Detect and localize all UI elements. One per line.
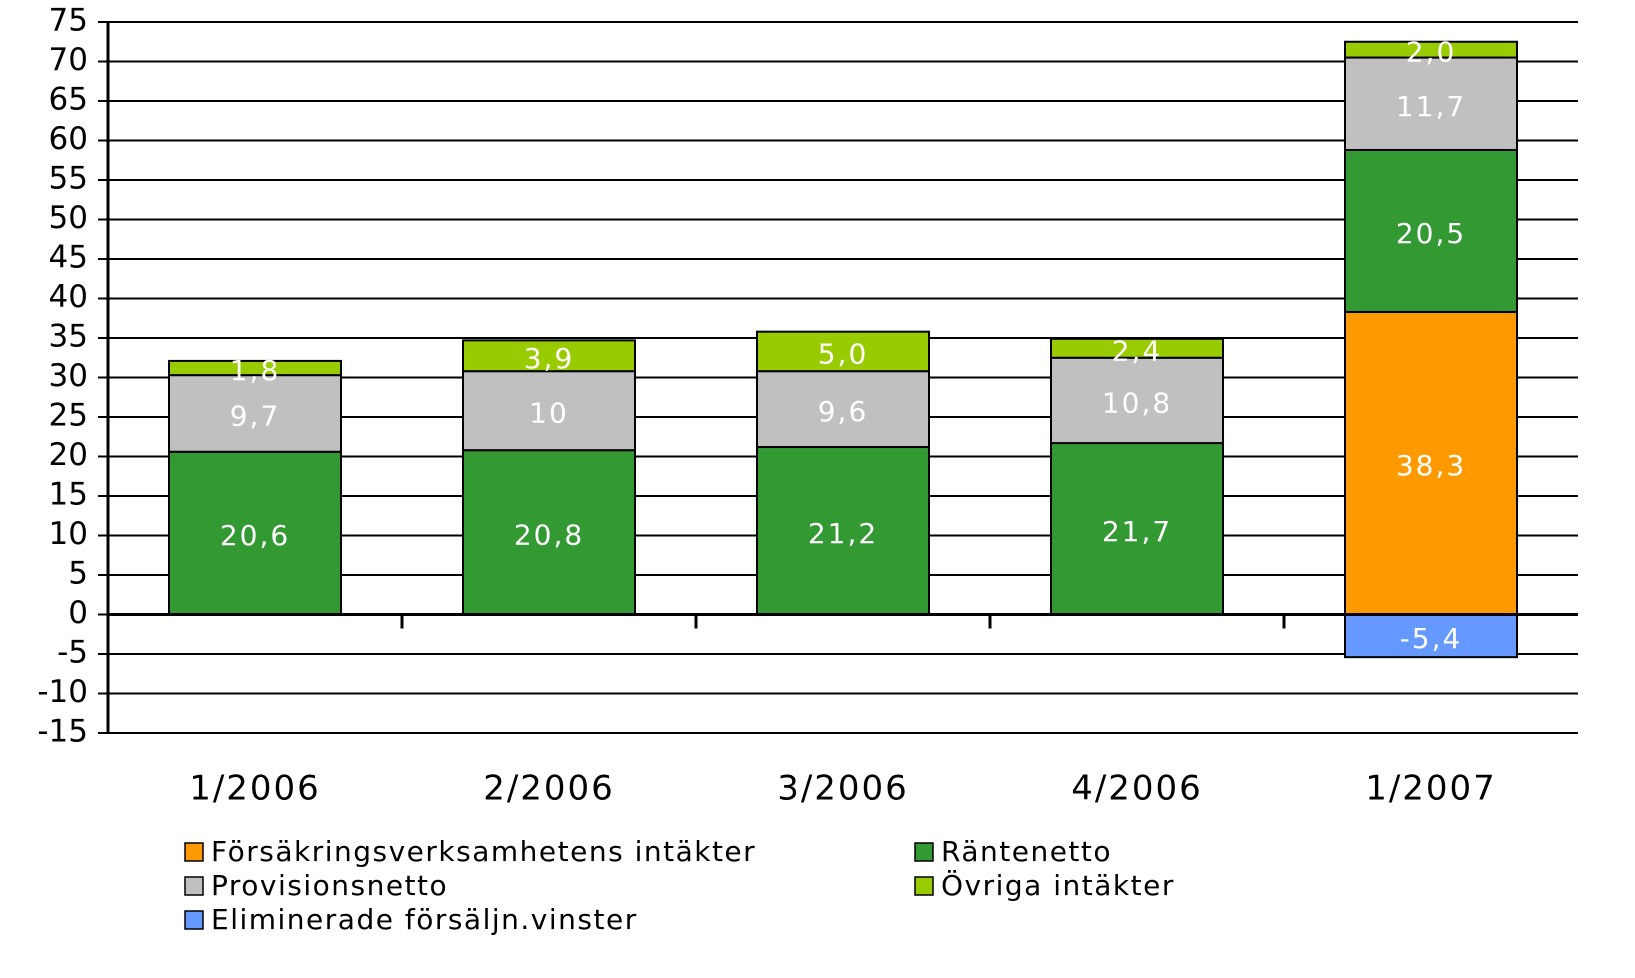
value-label: 9,7 <box>230 399 281 432</box>
value-label: -5,4 <box>1400 622 1463 655</box>
y-tick-label: -10 <box>37 674 88 710</box>
value-label: 21,2 <box>808 517 878 550</box>
y-tick-label: 20 <box>49 437 88 473</box>
value-label: 11,7 <box>1396 90 1466 123</box>
bar-segment <box>1344 148 1518 313</box>
value-label: 2,0 <box>1406 36 1457 69</box>
bar-segment <box>756 446 930 616</box>
y-tick-label: 70 <box>49 42 88 78</box>
value-label: 10 <box>529 397 569 430</box>
bar-segment <box>1050 337 1224 359</box>
y-tick-label: 55 <box>49 161 88 197</box>
bar-segment <box>1344 56 1518 151</box>
bar-segment <box>756 330 930 373</box>
y-tick-label: -5 <box>57 635 88 671</box>
y-tick-label: 60 <box>49 121 88 157</box>
legend-swatch <box>184 842 204 862</box>
value-label: 5,0 <box>818 337 869 370</box>
value-label: 21,7 <box>1102 515 1172 548</box>
value-label: 20,6 <box>220 519 290 552</box>
legend-label: Övriga intäkter <box>941 868 1175 902</box>
legend-label: Eliminerade försäljn.vinster <box>211 903 638 936</box>
value-label: 20,8 <box>514 518 584 551</box>
y-tick-label: 5 <box>68 556 88 592</box>
legend-swatch <box>184 910 204 930</box>
y-tick-label: 65 <box>49 82 88 118</box>
y-tick-label: 0 <box>68 595 88 631</box>
value-label: 9,6 <box>818 395 869 428</box>
y-tick-label: 25 <box>49 398 88 434</box>
y-tick-label: 40 <box>49 279 88 315</box>
legend-label: Försäkringsverksamhetens intäkter <box>211 835 756 868</box>
bar-segment <box>1050 356 1224 445</box>
y-tick-label: 30 <box>49 358 88 394</box>
y-tick-label: 75 <box>49 3 88 39</box>
legend-label: Provisionsnetto <box>211 869 448 902</box>
y-tick-label: 35 <box>49 319 88 355</box>
bar-segment <box>756 370 930 449</box>
x-tick-label: 1/2006 <box>189 769 321 809</box>
bar-segment <box>1344 613 1518 659</box>
y-tick-label: 15 <box>49 477 88 513</box>
x-tick-label: 3/2006 <box>777 769 909 809</box>
legend-swatch <box>914 842 934 862</box>
bar-segment <box>462 370 636 452</box>
value-label: 2,4 <box>1112 334 1163 367</box>
y-tick-label: -15 <box>37 714 88 750</box>
bar-segment <box>1050 442 1224 616</box>
bar-segment <box>168 374 342 453</box>
legend-swatch <box>914 876 934 896</box>
value-label: 10,8 <box>1102 386 1172 419</box>
bar-segment <box>1344 40 1518 59</box>
bar-segment <box>168 359 342 377</box>
value-label: 20,5 <box>1396 217 1466 250</box>
legend-label: Räntenetto <box>941 835 1112 868</box>
value-label: 3,9 <box>524 342 575 375</box>
x-tick-label: 1/2007 <box>1365 769 1497 809</box>
bar-segment <box>462 449 636 616</box>
y-tick-label: 50 <box>49 200 88 236</box>
y-tick-label: 45 <box>49 240 88 276</box>
bar-segment <box>462 339 636 373</box>
legend-swatch <box>184 876 204 896</box>
value-label: 1,8 <box>230 354 281 387</box>
x-tick-label: 2/2006 <box>483 769 615 809</box>
bar-segment <box>1344 310 1518 616</box>
x-tick-label: 4/2006 <box>1071 769 1203 809</box>
value-label: 38,3 <box>1396 449 1466 482</box>
y-tick-label: 10 <box>49 516 88 552</box>
bar-segment <box>168 450 342 616</box>
